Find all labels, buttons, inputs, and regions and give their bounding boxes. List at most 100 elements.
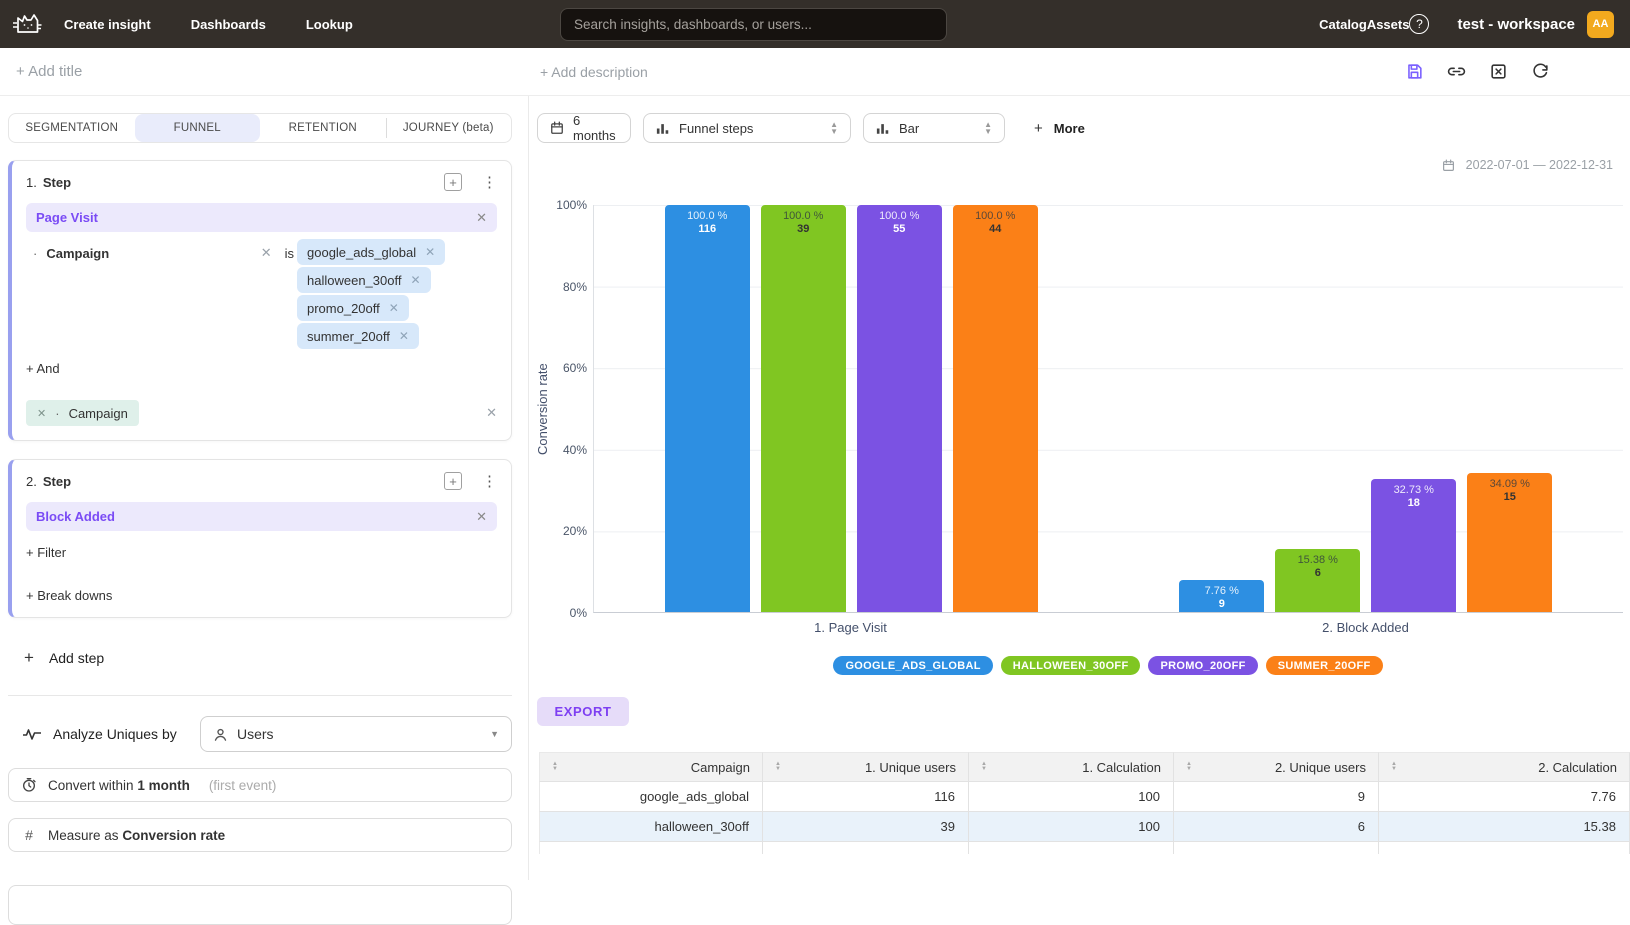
bar-count-label: 39 — [797, 223, 810, 235]
avatar[interactable]: AA — [1587, 10, 1614, 38]
step-2-menu-icon[interactable]: ⋮ — [482, 472, 497, 490]
chart-type-select[interactable]: Bar ▲ ▼ — [863, 113, 1005, 143]
convert-within-setting[interactable]: Convert within 1 month (first event) — [8, 768, 512, 802]
bar-halloween-30off-step2[interactable]: 15.38 % 6 — [1275, 549, 1361, 612]
filter-value-tag[interactable]: promo_20off ✕ — [297, 295, 409, 321]
remove-filter-icon[interactable]: ✕ — [260, 245, 272, 260]
date-range-button[interactable]: 6 months — [537, 113, 631, 143]
table-row: google_ads_global 116 100 9 7.76 — [539, 782, 1630, 812]
nav-create-insight[interactable]: Create insight — [64, 16, 151, 32]
nav-catalog[interactable]: Catalog — [1319, 16, 1367, 32]
breakdown-pill[interactable]: ✕ · Campaign — [26, 400, 139, 426]
add-step-button[interactable]: + Add step — [24, 648, 512, 668]
bar-promo-20off-step1[interactable]: 100.0 % 55 — [856, 205, 942, 612]
app-logo-cat-icon[interactable] — [10, 9, 44, 39]
bar-count-label: 9 — [1218, 598, 1225, 611]
next-setting-card-partial[interactable] — [8, 885, 512, 925]
cell: 15.38 — [1379, 812, 1630, 842]
legend-halloween-30off[interactable]: HALLOWEEN_30OFF — [1000, 656, 1141, 675]
tab-journey[interactable]: JOURNEY (beta) — [385, 114, 512, 142]
add-and-condition[interactable]: + And — [26, 361, 60, 376]
add-title-button[interactable]: + Add title — [16, 63, 83, 80]
filter-value-tag[interactable]: halloween_30off ✕ — [297, 267, 431, 293]
bar-google-ads-global-step2[interactable]: 7.76 % 9 — [1179, 580, 1265, 612]
y-tick: 60% — [562, 361, 587, 376]
filter-value-tag[interactable]: google_ads_global ✕ — [297, 239, 446, 265]
cell: halloween_30off — [539, 812, 763, 842]
header-2-calculation[interactable]: ▲ ▼ 2. Calculation — [1379, 752, 1630, 782]
sort-icon[interactable]: ▲ ▼ — [775, 761, 781, 772]
workspace-name[interactable]: test - workspace — [1457, 15, 1575, 33]
tab-segmentation[interactable]: SEGMENTATION — [25, 122, 119, 134]
remove-event-icon[interactable]: ✕ — [476, 209, 487, 225]
chart-date-range[interactable]: 2022-07-01 — 2022-12-31 — [1442, 158, 1613, 172]
sort-icon[interactable]: ▲ ▼ — [1186, 761, 1192, 772]
measure-as-setting[interactable]: # Measure as Conversion rate — [8, 818, 512, 852]
link-icon[interactable] — [1447, 62, 1466, 81]
add-filter-button[interactable]: + Filter — [26, 545, 67, 560]
add-breakdowns-button[interactable]: + Break downs — [26, 588, 113, 603]
clear-icon[interactable] — [1489, 62, 1508, 81]
add-description-button[interactable]: + Add description — [540, 64, 648, 80]
remove-value-icon[interactable]: ✕ — [410, 273, 421, 287]
export-button[interactable]: EXPORT — [537, 697, 629, 726]
remove-value-icon[interactable]: ✕ — [425, 245, 436, 259]
filter-operator[interactable]: is — [284, 245, 294, 261]
remove-breakdown-row-icon[interactable]: ✕ — [486, 405, 497, 420]
insight-actions — [1405, 62, 1550, 81]
nav-assets[interactable]: Assets — [1366, 16, 1410, 32]
legend-promo-20off[interactable]: PROMO_20OFF — [1148, 656, 1258, 675]
bar-halloween-30off-step1[interactable]: 100.0 % 39 — [760, 205, 846, 612]
tab-retention[interactable]: RETENTION — [288, 122, 357, 134]
remove-value-icon[interactable]: ✕ — [398, 329, 409, 343]
step-1-event[interactable]: Page Visit ✕ — [26, 203, 497, 232]
sort-icon[interactable]: ▲ ▼ — [1391, 761, 1397, 772]
remove-value-icon[interactable]: ✕ — [388, 301, 399, 315]
bar-percent-label: 100.0 % — [687, 210, 728, 222]
chart-panel: 6 months Funnel steps ▲ ▼ Bar ▲ ▼ — [528, 96, 1630, 880]
header-1-calculation[interactable]: ▲ ▼ 1. Calculation — [969, 752, 1174, 782]
header-1-unique-users[interactable]: ▲ ▼ 1. Unique users — [763, 752, 969, 782]
more-button[interactable]: + More — [1034, 120, 1085, 137]
calendar-icon — [1442, 158, 1455, 172]
sort-icon[interactable]: ▲ ▼ — [552, 761, 558, 772]
tab-funnel[interactable]: FUNNEL — [134, 114, 260, 142]
view-mode-select[interactable]: Funnel steps ▲ ▼ — [643, 113, 851, 143]
step-2-event-label: Block Added — [36, 509, 115, 524]
chevron-down-icon: ▼ — [490, 729, 499, 739]
bar-summer-20off-step1[interactable]: 100.0 % 44 — [952, 205, 1038, 612]
filter-property[interactable]: Campaign — [46, 245, 110, 261]
remove-breakdown-icon[interactable]: ✕ — [37, 407, 47, 420]
filter-value-tag[interactable]: summer_20off ✕ — [297, 323, 419, 349]
legend-google-ads-global[interactable]: GOOGLE_ADS_GLOBAL — [833, 656, 993, 675]
sort-icon[interactable]: ▲ ▼ — [981, 761, 987, 772]
refresh-icon[interactable] — [1531, 62, 1550, 81]
header-label: 1. Unique users — [864, 759, 956, 775]
cell: 9 — [1174, 782, 1379, 812]
remove-event-icon[interactable]: ✕ — [476, 508, 487, 524]
chart-legend: GOOGLE_ADS_GLOBAL HALLOWEEN_30OFF PROMO_… — [593, 656, 1623, 675]
step-2-event[interactable]: Block Added ✕ — [26, 502, 497, 531]
header-campaign[interactable]: ▲ ▼ Campaign — [539, 752, 763, 782]
bar-google-ads-global-step1[interactable]: 100.0 % 116 — [664, 205, 750, 612]
nav-lookup[interactable]: Lookup — [305, 16, 353, 32]
search-input[interactable] — [560, 8, 947, 41]
add-event-icon[interactable]: + — [444, 472, 462, 490]
header-2-unique-users[interactable]: ▲ ▼ 2. Unique users — [1174, 752, 1379, 782]
save-icon[interactable] — [1405, 62, 1424, 81]
bar-summer-20off-step2[interactable]: 34.09 % 15 — [1467, 473, 1553, 612]
more-label: More — [1053, 120, 1085, 136]
header-label: 2. Unique users — [1274, 759, 1366, 775]
analyze-entity-select[interactable]: Users ▼ — [200, 716, 512, 752]
filter-values: google_ads_global ✕ halloween_30off ✕ pr… — [297, 239, 497, 349]
x-axis-labels: 1. Page Visit 2. Block Added — [593, 620, 1623, 635]
nav-dashboards[interactable]: Dashboards — [190, 16, 266, 32]
bar-count-label: 6 — [1314, 567, 1321, 580]
legend-summer-20off[interactable]: SUMMER_20OFF — [1265, 656, 1383, 675]
bar-promo-20off-step2[interactable]: 32.73 % 18 — [1371, 478, 1457, 612]
step-1-menu-icon[interactable]: ⋮ — [482, 173, 497, 191]
step-1-filter: · Campaign ✕ is google_ads_global ✕ hall… — [26, 239, 497, 349]
add-event-icon[interactable]: + — [444, 173, 462, 191]
filter-value-label: halloween_30off — [307, 272, 402, 288]
help-icon[interactable]: ? — [1409, 14, 1430, 34]
